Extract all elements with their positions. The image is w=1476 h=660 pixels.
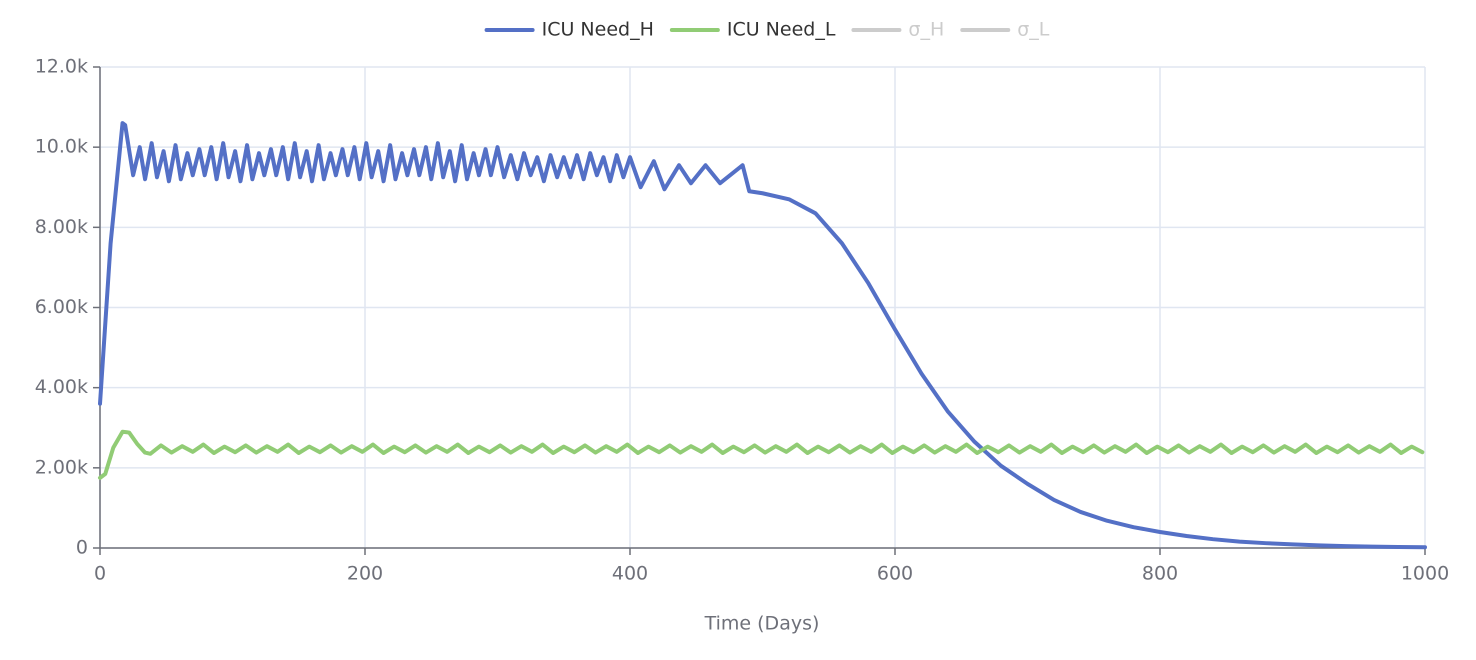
axes: 0 2.00k 4.00k 6.00k 8.00k 10.0k 12.0k 0 200 400 60… (35, 56, 1449, 585)
plot (98, 121, 1427, 550)
legend-label: ICU Need_H (542, 19, 654, 41)
grid (99, 66, 1426, 549)
y-tick-label: 12.0k (35, 56, 88, 78)
x-tick-label: 800 (1142, 563, 1178, 585)
legend-label: ICU Need_L (727, 19, 836, 41)
legend-item[interactable]: ICU Need_L (669, 19, 836, 41)
x-tick-label: 200 (347, 563, 383, 585)
y-tick-label: 4.00k (35, 376, 88, 398)
x-tick-label: 0 (94, 563, 106, 585)
y-tick-label: 6.00k (35, 296, 88, 318)
x-axis-title: Time (Days) (704, 613, 820, 635)
x-tick-label: 1000 (1401, 563, 1449, 585)
y-tick-label: 0 (76, 537, 88, 559)
legend-label: σ_L (1017, 19, 1050, 41)
y-tick-label: 10.0k (35, 136, 88, 158)
x-tick-label: 400 (612, 563, 648, 585)
legend: ICU Need_H ICU Need_L σ_H σ_L (484, 19, 1050, 41)
series-line (98, 429, 1425, 480)
x-tick-label: 600 (877, 563, 913, 585)
legend-item[interactable]: ICU Need_H (484, 19, 654, 41)
legend-item[interactable]: σ_H (851, 19, 944, 41)
legend-label: σ_H (908, 19, 944, 41)
series-line (98, 121, 1427, 550)
legend-item[interactable]: σ_L (960, 19, 1050, 41)
y-tick-label: 2.00k (35, 456, 88, 478)
y-tick-label: 8.00k (35, 216, 88, 238)
